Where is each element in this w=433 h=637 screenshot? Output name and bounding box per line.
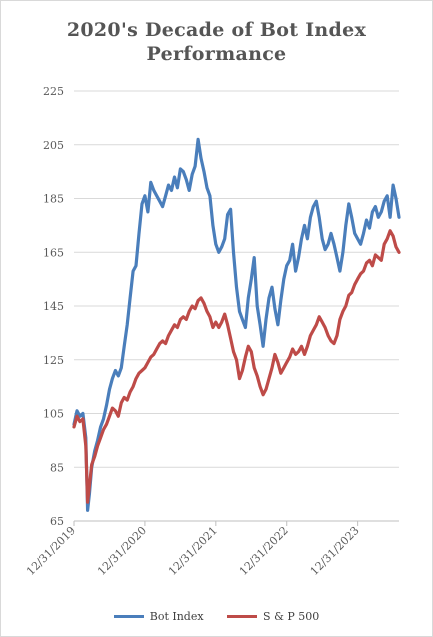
x-tick-label: 12/31/2020: [95, 524, 149, 578]
chart-title: 2020's Decade of Bot Index Performance: [0, 18, 433, 66]
y-tick-label: 105: [43, 408, 64, 421]
legend-swatch-sp500: [227, 615, 258, 618]
x-tick-label: 12/31/2021: [166, 524, 220, 578]
x-tick-label: 12/31/2022: [237, 524, 291, 578]
chart-title-line-2: Performance: [146, 43, 287, 65]
legend-label-bot-index: Bot Index: [149, 610, 204, 623]
legend-swatch-bot-index: [113, 615, 144, 618]
y-tick-label: 65: [50, 515, 64, 528]
y-tick-label: 85: [50, 461, 64, 474]
y-tick-label: 165: [43, 246, 64, 259]
y-tick-label: 125: [43, 354, 64, 367]
y-tick-label: 145: [43, 300, 64, 313]
series-line-sp500: [72, 229, 401, 504]
legend-label-sp500: S & P 500: [263, 610, 320, 623]
legend-item-bot-index: Bot Index: [113, 610, 204, 623]
x-tick-label: 12/31/2019: [24, 524, 78, 578]
chart-legend: Bot Index S & P 500: [0, 608, 433, 623]
y-tick-label: 205: [43, 139, 64, 152]
y-tick-label: 225: [43, 85, 64, 98]
x-tick-label: 12/31/2023: [308, 524, 362, 578]
series-line-bot-index: [72, 137, 401, 512]
y-tick-label: 185: [43, 193, 64, 206]
chart-title-line-1: 2020's Decade of Bot Index: [66, 19, 367, 41]
legend-item-sp500: S & P 500: [227, 610, 319, 623]
